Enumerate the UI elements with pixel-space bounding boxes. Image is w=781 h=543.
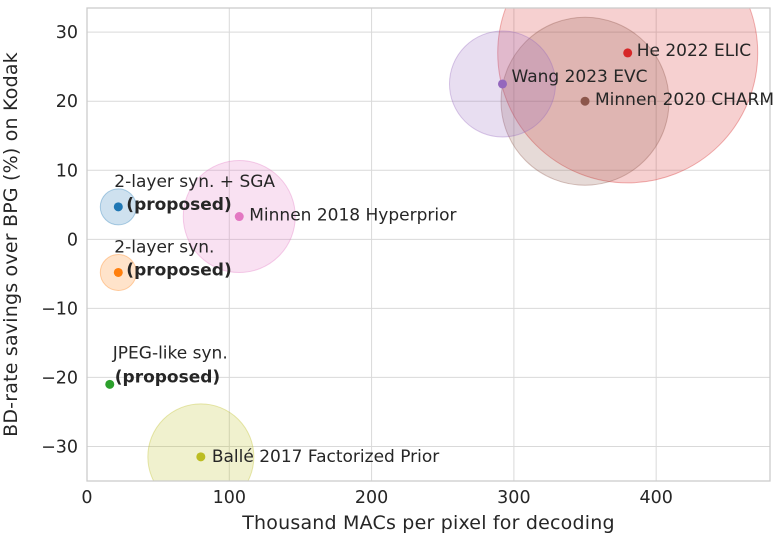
x-tick-label: 0 [81, 488, 92, 508]
point-label-two-layer-syn-sga-proposed: (proposed) [126, 195, 231, 215]
point-label-wang-2023-evc: Wang 2023 EVC [511, 67, 647, 87]
x-tick-label: 100 [213, 488, 246, 508]
y-tick-label: −20 [41, 368, 78, 388]
point-label-jpeg-like-syn-proposed: JPEG-like syn. [112, 343, 228, 363]
point-label-he-2022-elic: He 2022 ELIC [637, 41, 751, 61]
plot-border [86, 7, 771, 482]
data-point-jpeg-like-syn-proposed [105, 379, 115, 389]
y-tick-label: 0 [67, 230, 78, 250]
bubble-he-2022-elic [497, 8, 759, 184]
bubble-balle-2017-factorized-prior [147, 403, 255, 481]
data-point-minnen-2018-hyperprior [234, 212, 244, 222]
data-point-two-layer-syn-proposed [113, 267, 123, 277]
y-tick-label: −30 [41, 437, 78, 457]
x-tick-label: 300 [497, 488, 530, 508]
data-point-minnen-2020-charm [580, 96, 590, 106]
data-point-he-2022-elic [623, 48, 633, 58]
point-label-minnen-2018-hyperprior: Minnen 2018 Hyperprior [249, 206, 456, 226]
point-label-two-layer-syn-proposed: 2-layer syn. [114, 237, 214, 257]
x-tick-label: 200 [355, 488, 388, 508]
y-tick-label: −10 [41, 299, 78, 319]
y-axis-label: BD-rate savings over BPG (%) on Kodak [0, 52, 22, 437]
point-label-minnen-2020-charm: Minnen 2020 CHARM [595, 90, 774, 110]
x-axis-label: Thousand MACs per pixel for decoding [242, 512, 615, 534]
point-label-two-layer-syn-sga-proposed: 2-layer syn. + SGA [114, 172, 275, 192]
point-label-balle-2017-factorized-prior: Ballé 2017 Factorized Prior [212, 447, 439, 467]
data-point-two-layer-syn-sga-proposed [113, 202, 123, 212]
point-label-two-layer-syn-proposed: (proposed) [126, 260, 231, 280]
y-tick-label: 10 [56, 161, 78, 181]
y-tick-label: 20 [56, 92, 78, 112]
data-point-wang-2023-evc [497, 79, 507, 89]
point-label-jpeg-like-syn-proposed: (proposed) [115, 367, 220, 387]
data-point-balle-2017-factorized-prior [196, 452, 206, 462]
x-tick-label: 400 [639, 488, 672, 508]
y-tick-label: 30 [56, 23, 78, 43]
